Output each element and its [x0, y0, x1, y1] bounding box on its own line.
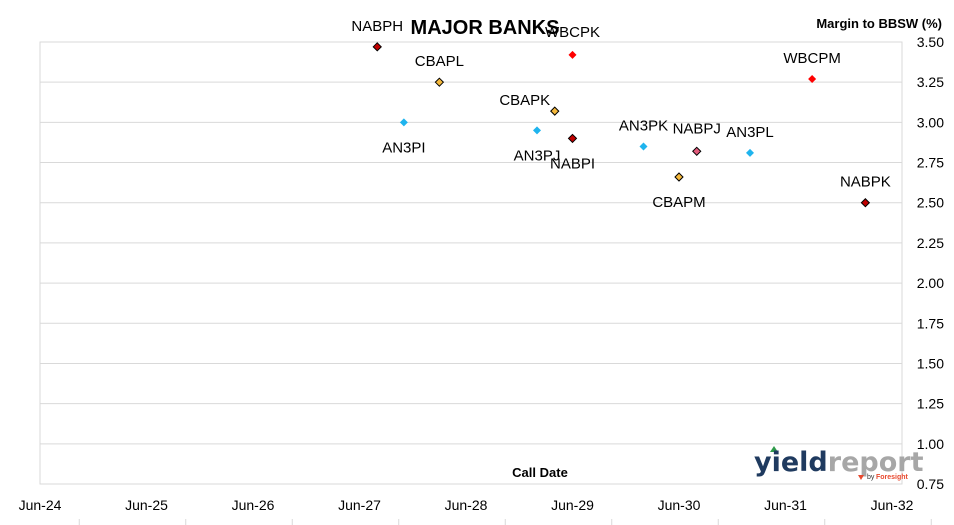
y-tick-label: 2.50: [917, 195, 944, 211]
point-label-an3pj: AN3PJ: [514, 147, 561, 164]
yieldreport-logo: yieldreport by Foresight: [754, 446, 924, 481]
point-label-an3pi: AN3PI: [382, 139, 425, 156]
data-point-cbapm: [674, 172, 684, 182]
point-label-wbcpk: WBCPK: [545, 24, 600, 41]
data-point-an3pi: [399, 118, 408, 127]
point-label-nabph: NABPH: [351, 18, 403, 35]
y-tick-label: 2.00: [917, 275, 944, 291]
y-tick-label: 3.50: [917, 34, 944, 50]
y-tick-label: 1.50: [917, 355, 944, 371]
y-tick-label: 1.75: [917, 315, 944, 331]
y-tick-label: 3.00: [917, 114, 944, 130]
logo-by: by: [867, 474, 875, 481]
logo-leaf-icon: [770, 446, 778, 452]
x-tick-label: Jun-27: [338, 497, 381, 513]
data-point-an3pj: [533, 126, 541, 135]
logo-text-yield: yield: [754, 447, 828, 478]
point-label-wbcpm: WBCPM: [783, 50, 841, 67]
logo-arrow-icon: [858, 475, 864, 480]
x-tick-label: Jun-25: [125, 497, 168, 513]
y-tick-label: 3.25: [917, 74, 944, 90]
y-axis-label: Margin to BBSW (%): [816, 16, 942, 31]
y-axis: 3.50 3.25 3.00 2.75 2.50 2.25 2.00 1.75 1.50 1.25…: [917, 34, 944, 492]
data-point-nabpk: [860, 198, 871, 208]
chart-title: MAJOR BANKS: [411, 17, 560, 39]
data-point-nabph: [372, 42, 382, 52]
point-label-nabpi: NABPI: [550, 155, 595, 172]
x-tick-label: Jun-31: [764, 497, 807, 513]
point-label-an3pl: AN3PL: [726, 124, 774, 141]
y-tick-label: 1.25: [917, 396, 944, 412]
logo-brand: Foresight: [876, 474, 909, 481]
x-tick-label: Jun-32: [871, 497, 914, 513]
plot-area: [39, 41, 903, 485]
point-label-cbapm: CBAPM: [652, 194, 705, 211]
data-point-an3pk: [639, 142, 648, 151]
logo-text-report: report: [828, 447, 924, 478]
x-tick-label: Jun-24: [19, 497, 62, 513]
point-label-cbapk: CBAPK: [499, 92, 550, 109]
point-label-nabpk: NABPK: [840, 174, 891, 191]
x-tick-label: Jun-29: [551, 497, 594, 513]
x-axis-label: Call Date: [512, 465, 568, 480]
data-point-nabpj: [692, 146, 702, 157]
point-label-cbapl: CBAPL: [415, 53, 464, 70]
point-label-nabpj: NABPJ: [673, 120, 721, 137]
data-point-wbcpm: [808, 74, 817, 83]
y-tick-label: 1.00: [917, 436, 944, 452]
x-tick-label: Jun-26: [232, 497, 275, 513]
data-point-cbapl: [434, 77, 445, 87]
data-point-wbcpk: [568, 50, 577, 59]
point-label-an3pk: AN3PK: [619, 117, 668, 134]
y-tick-label: 2.25: [917, 235, 944, 251]
x-axis: Jun-24 Jun-25 Jun-26 Jun-27 Jun-28 Jun-29 Jun-…: [19, 497, 932, 525]
y-tick-label: 0.75: [917, 476, 944, 492]
gridlines: [40, 41, 902, 485]
data-point-an3pl: [746, 148, 754, 157]
x-tick-label: Jun-30: [658, 497, 701, 513]
svg-text:yieldreport: yieldreport: [754, 447, 924, 478]
x-tick-label: Jun-28: [445, 497, 488, 513]
data-point-nabpi: [567, 133, 578, 144]
data-point-cbapk: [550, 106, 560, 116]
y-tick-label: 2.75: [917, 155, 944, 171]
